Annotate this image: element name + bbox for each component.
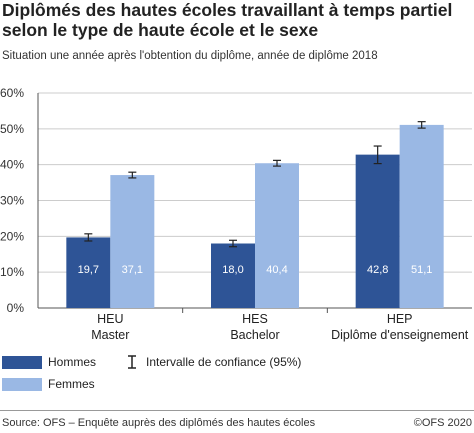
legend-swatch-femmes — [2, 378, 42, 391]
chart-subtitle: Situation une année après l'obtention du… — [2, 50, 378, 62]
y-tick-label: 60% — [0, 86, 24, 100]
bar-femmes — [110, 175, 155, 308]
chart-title: Diplômés des hautes écoles travaillant à… — [2, 0, 453, 40]
category-label: HEU — [97, 312, 123, 326]
category-label: HEP — [387, 312, 413, 326]
y-tick-label: 20% — [0, 229, 24, 243]
bar-hommes — [211, 243, 255, 308]
data-label: 37,1 — [122, 264, 143, 276]
data-label: 18,0 — [222, 264, 243, 276]
copyright: ©OFS 2020 — [413, 417, 472, 429]
data-label: 42,8 — [367, 264, 388, 276]
data-label: 19,7 — [78, 264, 99, 276]
category-label: HES — [242, 312, 268, 326]
footer-divider — [0, 410, 474, 411]
bar-chart: 0% 10% 20% 30% 40% 50% 60% 19,7 37,1 HEU Master 18,… — [0, 86, 472, 342]
y-tick-label: 50% — [0, 122, 24, 136]
y-tick-label: 10% — [0, 265, 24, 279]
bar-femmes — [399, 124, 444, 309]
y-tick-label: 30% — [0, 194, 24, 208]
bar-femmes — [255, 163, 299, 308]
data-label: 51,1 — [411, 264, 432, 276]
bar-hommes — [355, 154, 400, 308]
source-note: Source: OFS – Enquête auprès des diplômé… — [2, 417, 316, 429]
legend-label-femmes: Femmes — [48, 377, 95, 391]
legend-swatch-hommes — [2, 356, 42, 369]
bar-hommes — [66, 237, 111, 308]
category-sublabel: Bachelor — [230, 328, 279, 342]
data-label: 40,4 — [266, 264, 287, 276]
legend-label-hommes: Hommes — [48, 355, 97, 369]
category-sublabel: Master — [91, 328, 129, 342]
category-sublabel: Diplôme d'enseignement — [331, 328, 469, 342]
y-tick-label: 0% — [7, 301, 25, 315]
y-tick-label: 40% — [0, 158, 24, 172]
legend-ci-icon — [128, 355, 136, 369]
legend-label-ci: Intervalle de confiance (95%) — [146, 355, 302, 369]
